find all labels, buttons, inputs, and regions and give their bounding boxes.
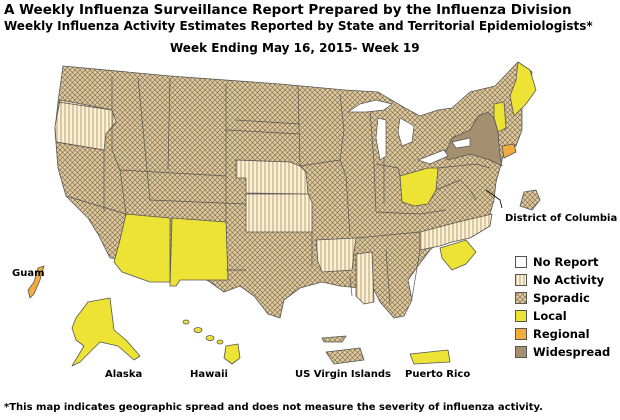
label-guam: Guam	[12, 268, 45, 279]
legend-label: Regional	[533, 327, 590, 341]
lake-michigan	[375, 117, 387, 161]
state-north-carolina	[419, 213, 493, 251]
legend-sporadic: Sporadic	[515, 289, 610, 307]
swatch-no-report	[515, 256, 527, 268]
state-oregon	[54, 99, 117, 151]
swatch-widespread	[515, 346, 527, 358]
legend-widespread: Widespread	[515, 343, 610, 361]
swatch-sporadic	[515, 292, 527, 304]
state-mississippi	[355, 251, 375, 305]
legend-no-report: No Report	[515, 253, 610, 271]
lake-huron	[397, 117, 415, 147]
hawaii-shape	[182, 319, 241, 365]
state-kansas	[245, 193, 313, 233]
swatch-no-activity	[515, 274, 527, 286]
state-nebraska	[235, 159, 309, 195]
state-arizona	[113, 213, 171, 283]
footnote: *This map indicates geographic spread an…	[4, 402, 543, 413]
usvi-shape	[321, 335, 365, 365]
legend-label: Widespread	[533, 345, 611, 359]
puerto-rico-shape	[409, 349, 451, 365]
label-dc: District of Columbia	[505, 213, 618, 224]
alaska-shape	[71, 297, 141, 367]
guam-shape	[27, 265, 45, 299]
label-alaska: Alaska	[105, 369, 143, 380]
lake-erie	[417, 149, 449, 165]
swatch-regional	[515, 328, 527, 340]
dc-pointer-line	[485, 189, 503, 209]
map-legend: No Report No Activity Sporadic Local Reg…	[515, 253, 610, 361]
lake-ontario	[451, 137, 471, 149]
legend-label: No Activity	[533, 273, 605, 287]
legend-label: Local	[533, 309, 567, 323]
legend-label: Sporadic	[533, 291, 590, 305]
state-maine	[509, 61, 537, 117]
state-new-york	[443, 111, 503, 167]
label-hawaii: Hawaii	[190, 369, 228, 380]
legend-local: Local	[515, 307, 610, 325]
legend-regional: Regional	[515, 325, 610, 343]
label-usvi: US Virgin Islands	[295, 369, 391, 380]
week-label: Week Ending May 16, 2015- Week 19	[170, 41, 420, 55]
label-puerto-rico: Puerto Rico	[405, 369, 471, 380]
state-arkansas	[315, 237, 357, 273]
dc-inset	[519, 189, 541, 211]
state-south-carolina	[439, 239, 477, 271]
legend-no-activity: No Activity	[515, 271, 610, 289]
state-connecticut	[501, 143, 517, 159]
state-new-mexico	[169, 217, 229, 287]
page-subtitle: Weekly Influenza Activity Estimates Repo…	[4, 19, 593, 33]
lake-superior	[347, 99, 393, 113]
swatch-local	[515, 310, 527, 322]
page-title: A Weekly Influenza Surveillance Report P…	[4, 2, 572, 18]
legend-label: No Report	[533, 255, 599, 269]
state-vermont	[493, 101, 507, 133]
